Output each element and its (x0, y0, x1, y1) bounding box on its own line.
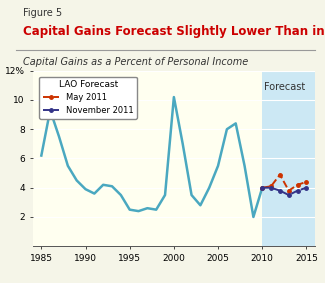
Text: Forecast: Forecast (264, 82, 305, 93)
Bar (262, 71, 315, 246)
Text: Capital Gains Forecast Slightly Lower Than in May: Capital Gains Forecast Slightly Lower Th… (23, 25, 325, 38)
Text: Figure 5: Figure 5 (23, 8, 62, 18)
Text: Capital Gains as a Percent of Personal Income: Capital Gains as a Percent of Personal I… (23, 57, 248, 67)
Legend: May 2011, November 2011: May 2011, November 2011 (40, 77, 137, 119)
